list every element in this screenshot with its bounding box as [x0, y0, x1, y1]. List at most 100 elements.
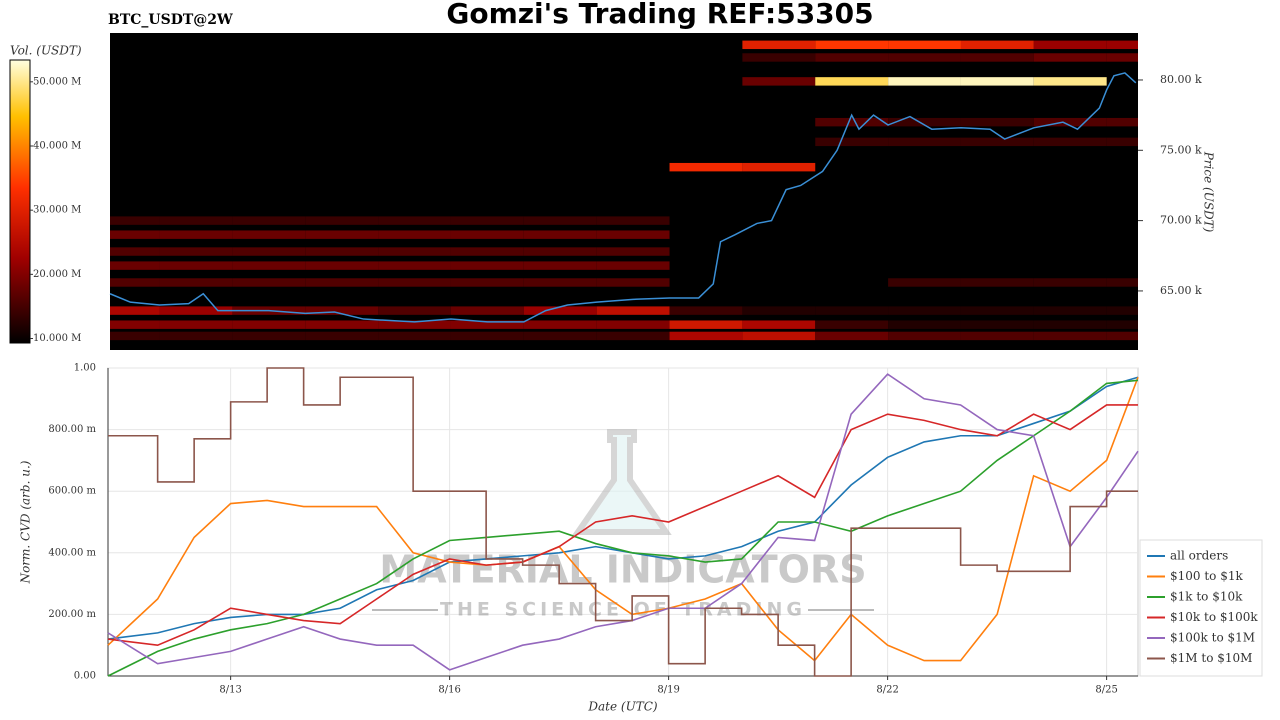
heat-cell [960, 117, 1034, 127]
heat-cell [110, 247, 160, 256]
heat-cell [815, 77, 889, 86]
heat-cell [888, 137, 961, 147]
heat-cell [815, 117, 889, 127]
watermark-name: MATERIAL INDICATORS [379, 548, 866, 592]
heat-cell [232, 261, 306, 270]
heat-cell [1033, 53, 1107, 62]
heat-cell [742, 306, 816, 315]
heat-cell [232, 216, 306, 225]
heat-cell [596, 216, 670, 225]
heat-cell [378, 230, 451, 239]
heat-cell [888, 278, 961, 287]
heat-cell [742, 331, 816, 341]
heat-cell [888, 53, 961, 62]
colorbar-tick-label: 30.000 M [33, 205, 81, 216]
heat-cell [378, 216, 451, 225]
heat-cell [110, 278, 160, 287]
heat-cell [742, 162, 816, 172]
heat-cell [450, 230, 524, 239]
heat-cell [159, 247, 233, 256]
heat-cell [742, 40, 816, 50]
cvd-line [107, 379, 1139, 677]
heat-cell [378, 261, 451, 270]
colorbar-tick-label: 20.000 M [33, 269, 81, 280]
heat-cell [159, 230, 233, 239]
heat-cell [523, 278, 597, 287]
heat-cell [159, 278, 233, 287]
heat-cell [596, 278, 670, 287]
heat-cell [596, 230, 670, 239]
heat-cell [450, 261, 524, 270]
heat-cell [450, 278, 524, 287]
subtitle: BTC_USDT@2W [108, 12, 233, 28]
cvd-line [108, 367, 1138, 677]
heat-cell [378, 278, 451, 287]
heat-cell [378, 320, 451, 329]
heat-cell [232, 230, 306, 239]
legend-label: all orders [1170, 549, 1228, 563]
heat-cell [305, 247, 379, 256]
heat-cell [888, 40, 961, 50]
heat-cell [669, 331, 743, 341]
heat-cell [960, 320, 1034, 329]
heat-cell [888, 320, 961, 329]
heat-cell [232, 247, 306, 256]
x-tick-label: 8/25 [1095, 685, 1117, 696]
heat-cell [110, 331, 160, 341]
heat-cell [596, 320, 670, 329]
heat-cell [815, 331, 889, 341]
heat-cell [450, 247, 524, 256]
heat-cell [1033, 306, 1107, 315]
heat-cell [1106, 40, 1138, 50]
heat-cell [110, 216, 160, 225]
heat-cell [450, 331, 524, 341]
heat-cell [523, 331, 597, 341]
heat-cell [523, 247, 597, 256]
heat-cell [960, 137, 1034, 147]
heat-cell [1106, 137, 1138, 147]
heat-cell [960, 331, 1034, 341]
y-label: Norm. CVD (arb. u.) [19, 460, 33, 584]
heat-cell [815, 137, 889, 147]
heat-cell [596, 306, 670, 315]
heat-cell [450, 216, 524, 225]
heat-cell [1033, 40, 1107, 50]
heat-cell [1106, 331, 1138, 341]
heat-cell [523, 216, 597, 225]
y2-tick-label: 65.00 k [1160, 284, 1202, 297]
heat-cell [1106, 306, 1138, 315]
watermark-flask [572, 429, 672, 535]
heat-cell [159, 216, 233, 225]
heat-cell [742, 320, 816, 329]
colorbar [9, 59, 31, 344]
heat-cell [669, 320, 743, 329]
heat-cell [1033, 320, 1107, 329]
x-tick-label: 8/19 [657, 685, 679, 696]
heat-cell [450, 306, 524, 315]
heat-cell [596, 331, 670, 341]
heat-cell [1033, 278, 1107, 287]
y-tick-label: 1.00 [74, 363, 96, 374]
heat-cell [960, 77, 1034, 86]
heat-cell [305, 216, 379, 225]
legend-label: $1k to $10k [1170, 590, 1243, 604]
legend [1139, 539, 1263, 677]
heat-cell [159, 320, 233, 329]
heat-cell [888, 117, 961, 127]
heat-cell [232, 331, 306, 341]
colorbar-tick-label: 40.000 M [33, 140, 81, 151]
heat-cell [960, 278, 1034, 287]
heat-cell [960, 40, 1034, 50]
y2-tick-label: 80.00 k [1160, 73, 1202, 86]
watermark-tagline: THE SCIENCE OF TRADING [440, 599, 806, 621]
heat-cell [888, 77, 961, 86]
legend-label: $1M to $10M [1170, 651, 1252, 665]
heat-cell [232, 320, 306, 329]
heat-cell [815, 53, 889, 62]
heat-cell [1033, 137, 1107, 147]
heat-cell [596, 247, 670, 256]
y2-tick-label: 75.00 k [1160, 143, 1202, 156]
heat-cell [1033, 117, 1107, 127]
colorbar-tick-label: 10.000 M [33, 333, 81, 344]
x-tick-label: 8/22 [876, 685, 898, 696]
